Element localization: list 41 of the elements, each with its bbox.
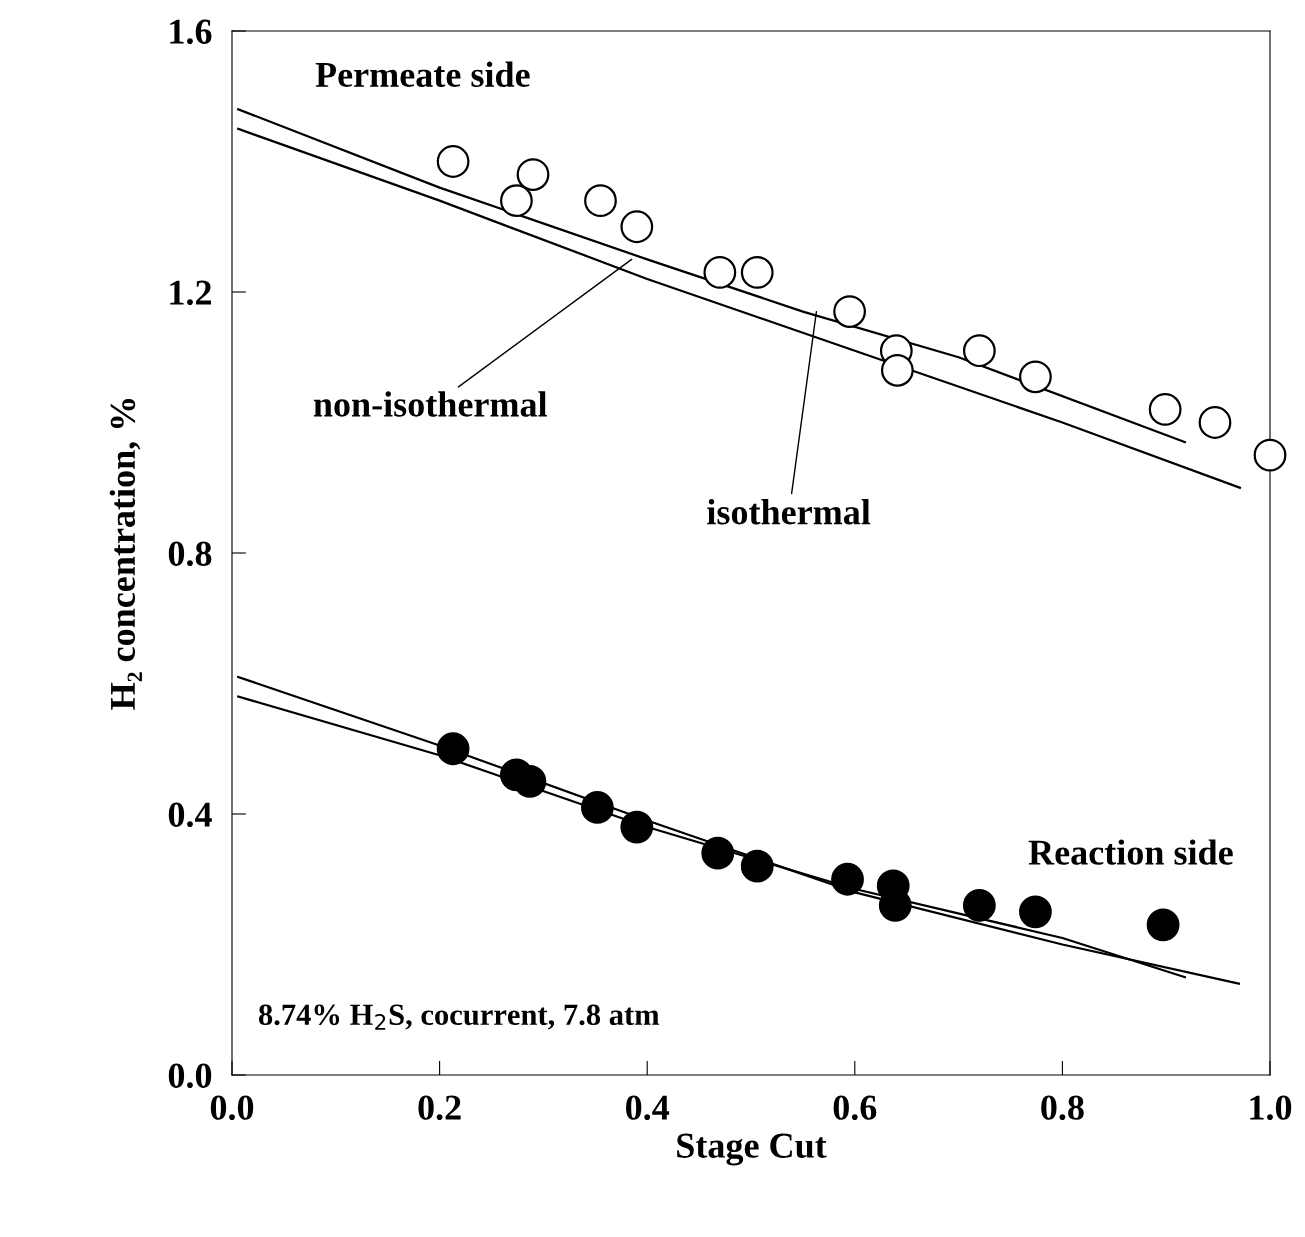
point [831,862,864,896]
point [1019,360,1052,394]
point [703,256,737,289]
point [962,334,996,368]
point [584,184,617,218]
point [620,210,654,244]
annotation: 8.74% H$_{2}$S, cocurrent, 7.8 atm [258,1004,660,1030]
x-tick-label: 0.0 [210,1095,254,1121]
annotation: Reaction side [1028,839,1233,865]
point [740,256,774,289]
y-tick-label: 0.8 [168,541,212,567]
y-tick-label: 0.0 [168,1063,212,1089]
x-tick-label: 0.4 [626,1095,670,1121]
x-tick-label: 0.2 [418,1095,461,1121]
x-tick-label: 1.0 [1250,1095,1292,1121]
point [962,888,996,922]
point [880,353,914,387]
annotation: Permeate side [315,61,530,88]
point [1148,393,1182,426]
point [436,145,470,178]
annotation: non-isothermal [313,391,547,417]
x-tick-label: 0.6 [833,1095,877,1121]
point [1146,908,1180,942]
point [1019,895,1052,929]
y-tick-label: 0.4 [168,802,212,828]
point [1253,438,1287,472]
point [500,184,533,218]
point [516,158,550,191]
point [436,732,470,766]
x-axis-title: Stage Cut [677,1133,827,1166]
point [1198,406,1232,439]
y-tick-label: 1.6 [170,19,212,45]
point [620,810,654,844]
y-tick-label: 1.2 [170,280,211,306]
point [701,836,735,870]
y-axis-title: H₂ concentration, % [109,399,142,710]
annotation: isothermal [707,499,871,525]
x-tick-label: 0.8 [1041,1095,1084,1121]
point [833,295,866,328]
point [580,791,614,824]
point [740,849,774,883]
